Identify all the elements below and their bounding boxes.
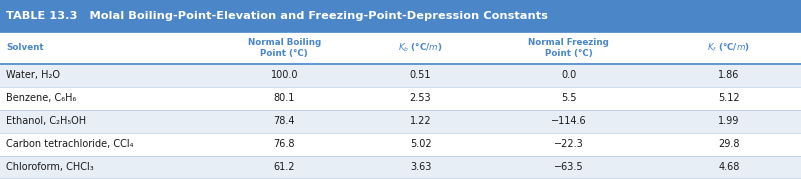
Text: 80.1: 80.1 [274,93,295,103]
Text: Normal Boiling
Point (°C): Normal Boiling Point (°C) [248,38,321,58]
Text: Chloroform, CHCl₃: Chloroform, CHCl₃ [6,163,95,172]
Text: 1.22: 1.22 [410,116,431,126]
Text: −22.3: −22.3 [553,139,584,149]
FancyBboxPatch shape [0,87,801,110]
FancyBboxPatch shape [0,32,801,64]
Text: 4.68: 4.68 [718,163,739,172]
Text: 5.12: 5.12 [718,93,739,103]
Text: Normal Freezing
Point (°C): Normal Freezing Point (°C) [529,38,609,58]
Text: −114.6: −114.6 [551,116,586,126]
Text: 61.2: 61.2 [274,163,295,172]
Text: 2.53: 2.53 [410,93,431,103]
Text: 5.02: 5.02 [410,139,431,149]
Text: $K_b$ (°C/$m$): $K_b$ (°C/$m$) [398,42,443,54]
Text: Ethanol, C₂H₅OH: Ethanol, C₂H₅OH [6,116,87,126]
Text: TABLE 13.3   Molal Boiling-Point-Elevation and Freezing-Point-Depression Constan: TABLE 13.3 Molal Boiling-Point-Elevation… [6,11,548,21]
Text: 1.86: 1.86 [718,70,739,80]
Text: 5.5: 5.5 [561,93,577,103]
Text: Water, H₂O: Water, H₂O [6,70,60,80]
Text: 3.63: 3.63 [410,163,431,172]
FancyBboxPatch shape [0,110,801,133]
FancyBboxPatch shape [0,0,801,32]
FancyBboxPatch shape [0,64,801,87]
Text: 78.4: 78.4 [274,116,295,126]
Text: Solvent: Solvent [6,43,44,52]
Text: 0.0: 0.0 [561,70,577,80]
Text: 1.99: 1.99 [718,116,739,126]
Text: −63.5: −63.5 [554,163,583,172]
Text: 0.51: 0.51 [410,70,431,80]
Text: 76.8: 76.8 [274,139,295,149]
FancyBboxPatch shape [0,156,801,179]
FancyBboxPatch shape [0,133,801,156]
Text: $K_f$ (°C/$m$): $K_f$ (°C/$m$) [707,42,751,54]
Text: Benzene, C₆H₆: Benzene, C₆H₆ [6,93,77,103]
Text: Carbon tetrachloride, CCl₄: Carbon tetrachloride, CCl₄ [6,139,134,149]
Text: 100.0: 100.0 [271,70,298,80]
Text: 29.8: 29.8 [718,139,739,149]
